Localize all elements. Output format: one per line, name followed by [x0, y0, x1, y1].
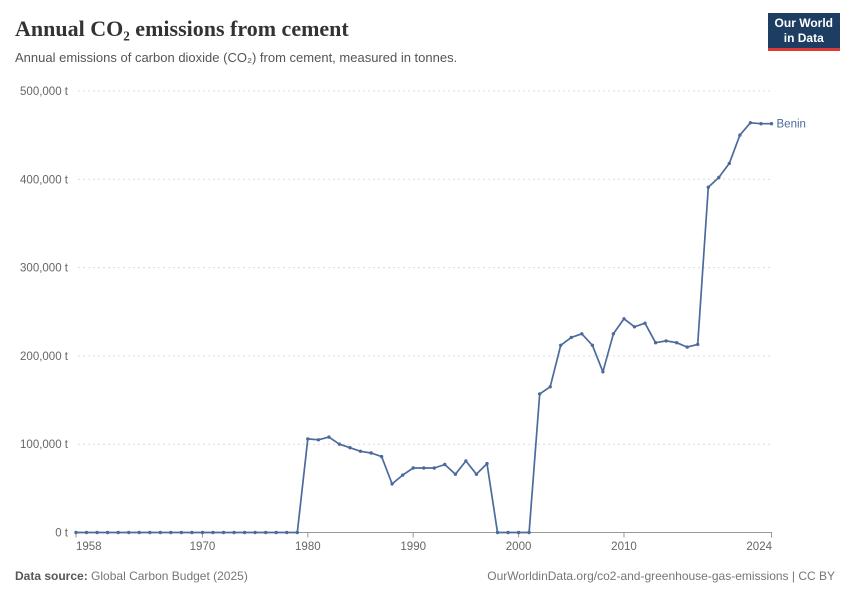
- owid-logo-line1: Our World: [774, 16, 833, 30]
- data-point-marker[interactable]: [759, 122, 763, 126]
- data-point-marker[interactable]: [516, 530, 521, 535]
- data-point-marker[interactable]: [643, 321, 647, 325]
- page-subtitle: Annual emissions of carbon dioxide (CO₂)…: [15, 50, 458, 65]
- data-point-marker[interactable]: [706, 185, 710, 189]
- data-point-marker[interactable]: [401, 473, 405, 477]
- y-axis-tick-label: 0 t: [55, 528, 69, 540]
- data-point-marker[interactable]: [653, 341, 658, 345]
- data-point-marker[interactable]: [727, 161, 731, 166]
- data-point-marker[interactable]: [169, 530, 173, 535]
- owid-logo[interactable]: Our World in Data: [767, 13, 840, 51]
- data-point-marker[interactable]: [538, 392, 542, 396]
- data-point-marker[interactable]: [179, 530, 184, 535]
- data-point-marker[interactable]: [601, 370, 605, 374]
- x-axis-tick-label: 2024: [746, 541, 772, 553]
- x-axis-tick-label: 1970: [190, 541, 216, 553]
- x-axis-tick-label: 1958: [76, 541, 102, 553]
- data-point-marker[interactable]: [264, 530, 268, 535]
- data-point-marker[interactable]: [295, 530, 299, 535]
- data-point-marker[interactable]: [717, 175, 721, 180]
- data-point-marker[interactable]: [242, 530, 247, 535]
- data-point-marker[interactable]: [485, 461, 489, 466]
- data-point-marker[interactable]: [200, 530, 205, 535]
- data-point-marker[interactable]: [306, 437, 310, 441]
- y-axis-tick-label: 200,000 t: [20, 351, 69, 363]
- data-point-marker[interactable]: [221, 530, 226, 535]
- y-axis-tick-label: 300,000 t: [20, 263, 69, 275]
- data-point-marker[interactable]: [190, 530, 194, 535]
- data-point-marker[interactable]: [464, 459, 468, 463]
- data-point-marker[interactable]: [369, 451, 373, 455]
- x-axis-tick-label: 2000: [506, 541, 532, 553]
- x-axis-tick-label: 1990: [400, 541, 426, 553]
- y-axis-tick-label: 400,000 t: [20, 174, 69, 186]
- y-axis-tick-label: 500,000 t: [20, 86, 69, 98]
- page-title: Annual CO₂ emissions from cement: [15, 16, 349, 41]
- data-point-marker[interactable]: [390, 482, 394, 486]
- data-point-marker[interactable]: [148, 530, 152, 535]
- data-point-marker[interactable]: [527, 530, 531, 535]
- x-axis-tick-label: 1980: [295, 541, 321, 553]
- data-point-marker[interactable]: [116, 530, 120, 535]
- data-point-marker[interactable]: [274, 530, 278, 535]
- data-point-marker[interactable]: [474, 472, 479, 476]
- data-point-marker[interactable]: [506, 530, 510, 535]
- data-point-marker[interactable]: [569, 335, 573, 340]
- series-label-benin[interactable]: Benin: [777, 119, 806, 131]
- y-axis-tick-label: 100,000 t: [20, 439, 69, 451]
- data-point-marker[interactable]: [590, 343, 595, 347]
- data-point-marker[interactable]: [337, 442, 342, 446]
- data-point-marker[interactable]: [232, 530, 236, 535]
- data-point-marker[interactable]: [127, 530, 131, 535]
- data-point-marker[interactable]: [84, 530, 89, 535]
- data-point-marker[interactable]: [253, 530, 257, 535]
- data-point-marker[interactable]: [664, 339, 668, 343]
- data-point-marker[interactable]: [316, 438, 321, 442]
- gridlines: 0 t 100,000 t 200,000 t 300,000 t 400,000 t 5…: [20, 86, 772, 540]
- data-point-marker[interactable]: [348, 446, 352, 450]
- data-point-marker[interactable]: [358, 449, 363, 453]
- data-point-marker[interactable]: [105, 530, 110, 535]
- data-point-marker[interactable]: [453, 472, 458, 476]
- owid-logo-line2: in Data: [783, 31, 824, 45]
- data-point-marker[interactable]: [580, 332, 584, 336]
- data-point-marker[interactable]: [379, 454, 384, 459]
- x-axis-tick-label: 2010: [611, 541, 637, 553]
- data-point-marker[interactable]: [158, 530, 162, 535]
- data-source-value: Global Carbon Budget (2025): [91, 569, 248, 583]
- data-point-marker[interactable]: [696, 342, 700, 347]
- data-point-marker[interactable]: [95, 530, 99, 535]
- data-point-marker[interactable]: [443, 462, 447, 467]
- data-point-marker[interactable]: [211, 530, 215, 535]
- data-point-marker[interactable]: [422, 466, 426, 470]
- data-point-marker[interactable]: [675, 341, 679, 345]
- data-point-marker[interactable]: [632, 325, 637, 329]
- data-point-marker[interactable]: [685, 345, 689, 349]
- x-axis: 1958 1970 1980 1990 2000 2010 2024: [75, 533, 773, 553]
- data-point-marker[interactable]: [622, 317, 626, 321]
- data-point-marker[interactable]: [559, 343, 563, 347]
- data-point-marker[interactable]: [432, 466, 436, 470]
- data-point-marker[interactable]: [285, 530, 289, 535]
- series-markers[interactable]: [74, 121, 774, 535]
- citation-link[interactable]: OurWorldinData.org/co2-and-greenhouse-ga…: [487, 569, 835, 583]
- series-line-benin[interactable]: [75, 121, 773, 534]
- data-point-marker[interactable]: [769, 122, 774, 126]
- data-source-label: Data source:: [15, 569, 88, 583]
- data-point-marker[interactable]: [495, 530, 500, 535]
- data-point-marker[interactable]: [748, 121, 753, 125]
- data-point-marker[interactable]: [327, 435, 331, 439]
- data-point-marker[interactable]: [738, 133, 742, 137]
- data-source: Data source: Global Carbon Budget (2025): [15, 569, 248, 583]
- data-point-marker[interactable]: [611, 332, 616, 336]
- data-point-marker[interactable]: [74, 530, 78, 535]
- data-point-marker[interactable]: [411, 466, 415, 470]
- data-point-marker[interactable]: [137, 530, 141, 535]
- data-point-marker[interactable]: [548, 385, 552, 389]
